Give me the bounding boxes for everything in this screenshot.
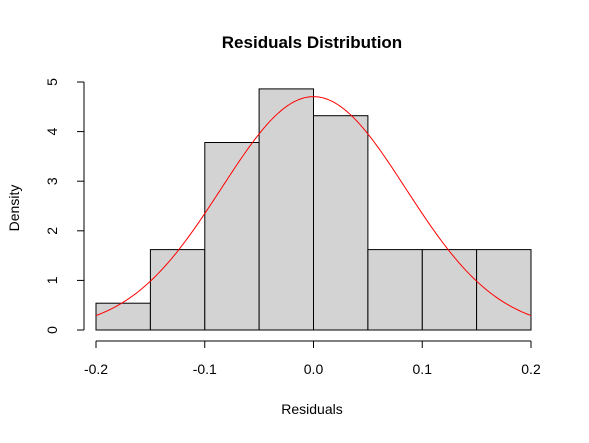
- x-tick-label: 0.1: [413, 361, 433, 377]
- x-tick-label: 0.0: [304, 361, 324, 377]
- y-axis: 0 1 2 3 4 5: [44, 78, 85, 334]
- y-tick-label: 1: [44, 276, 60, 284]
- histogram-bar: [204, 142, 260, 331]
- y-axis-label: Density: [6, 185, 22, 232]
- histogram-bar: [421, 249, 478, 331]
- histogram-bar: [95, 302, 151, 331]
- histogram-bar: [367, 249, 423, 331]
- histogram-bar: [313, 115, 369, 331]
- y-tick-label: 2: [44, 227, 60, 235]
- x-tick-label: -0.2: [84, 361, 108, 377]
- y-tick-label: 3: [44, 177, 60, 185]
- density-curve: [95, 96, 532, 317]
- y-tick-label: 0: [44, 326, 60, 334]
- histogram-bar: [258, 88, 315, 331]
- histogram-bar: [149, 249, 206, 331]
- x-axis-label: Residuals: [281, 401, 342, 417]
- histogram-bar: [476, 249, 532, 331]
- bars-group: [95, 88, 532, 331]
- y-tick-label: 4: [44, 127, 60, 135]
- y-tick-label: 5: [44, 78, 60, 86]
- x-tick-label: -0.1: [193, 361, 217, 377]
- x-tick-label: 0.2: [521, 361, 541, 377]
- chart-title: Residuals Distribution: [222, 33, 402, 52]
- x-axis: -0.2 -0.1 0.0 0.1 0.2: [84, 340, 541, 377]
